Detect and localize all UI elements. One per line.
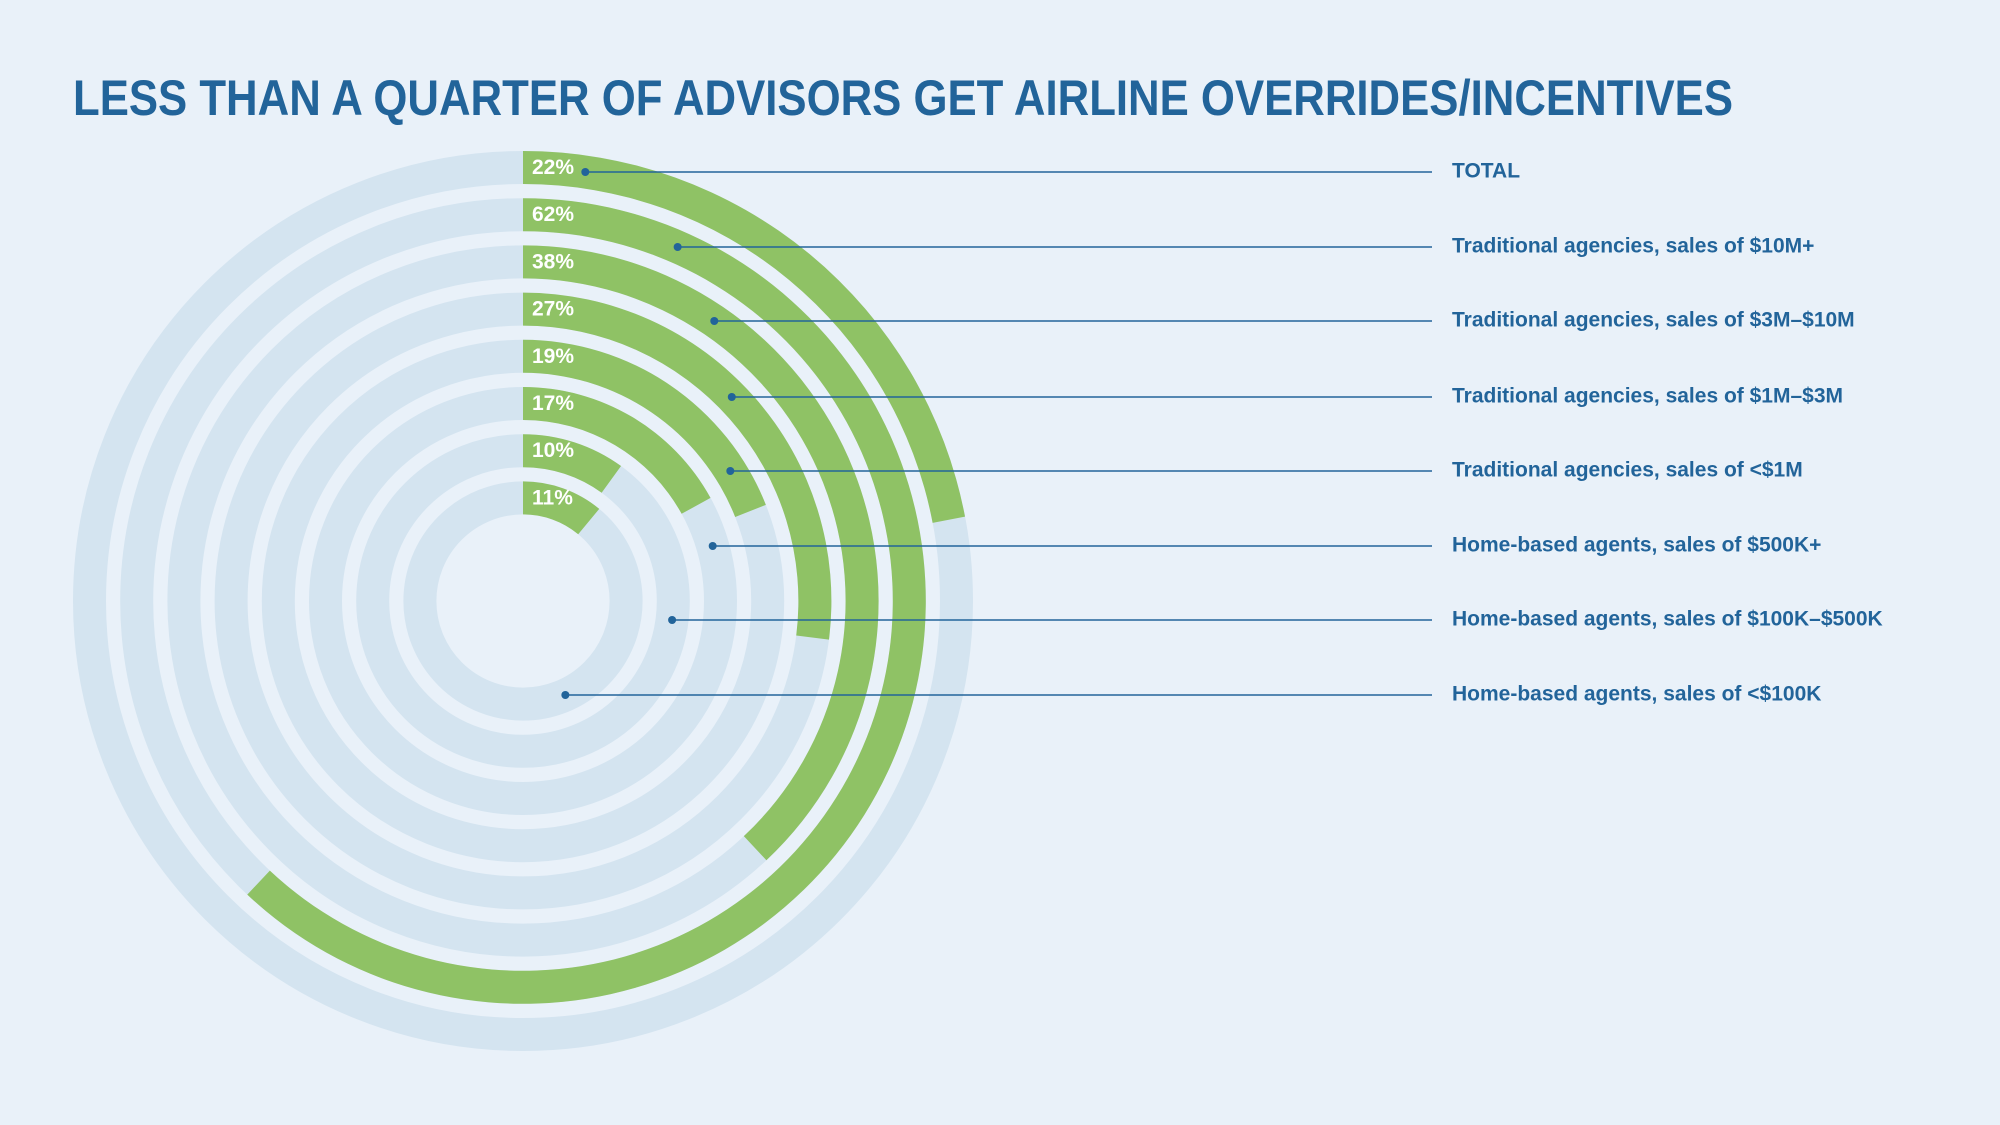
bar xyxy=(523,339,766,517)
category-label: TOTAL xyxy=(1452,160,1520,183)
leader-dot xyxy=(581,168,590,176)
bar xyxy=(523,245,879,861)
bar xyxy=(523,434,622,493)
leader-dot xyxy=(726,467,735,475)
leader-dot xyxy=(561,691,570,699)
value-label: 17% xyxy=(532,392,574,415)
category-label: Home-based agents, sales of <$100K xyxy=(1452,683,1821,706)
value-label: 19% xyxy=(532,345,574,368)
value-label: 11% xyxy=(532,486,573,509)
value-label: 27% xyxy=(532,298,574,321)
bar xyxy=(523,481,600,535)
bar xyxy=(523,387,711,514)
category-label: Traditional agencies, sales of $1M–$3M xyxy=(1452,385,1843,408)
category-label: Home-based agents, sales of $100K–$500K xyxy=(1452,608,1883,631)
value-label: 38% xyxy=(532,250,574,273)
bar xyxy=(523,292,832,640)
value-label: 10% xyxy=(532,439,574,462)
bar xyxy=(523,151,966,523)
value-label: 62% xyxy=(532,203,574,226)
leader-dot xyxy=(673,243,682,251)
chart-title: LESS THAN A QUARTER OF ADVISORS GET AIRL… xyxy=(73,70,1733,126)
leader-dot xyxy=(710,317,719,325)
leader-dot xyxy=(727,393,736,401)
bar xyxy=(247,198,926,1004)
category-label: Home-based agents, sales of $500K+ xyxy=(1452,534,1821,557)
leader-dot xyxy=(668,616,677,624)
category-label: Traditional agencies, sales of <$1M xyxy=(1452,459,1803,482)
category-label: Traditional agencies, sales of $3M–$10M xyxy=(1452,309,1855,332)
value-label: 22% xyxy=(532,156,574,179)
category-label: Traditional agencies, sales of $10M+ xyxy=(1452,235,1814,258)
leader-dot xyxy=(708,542,717,550)
